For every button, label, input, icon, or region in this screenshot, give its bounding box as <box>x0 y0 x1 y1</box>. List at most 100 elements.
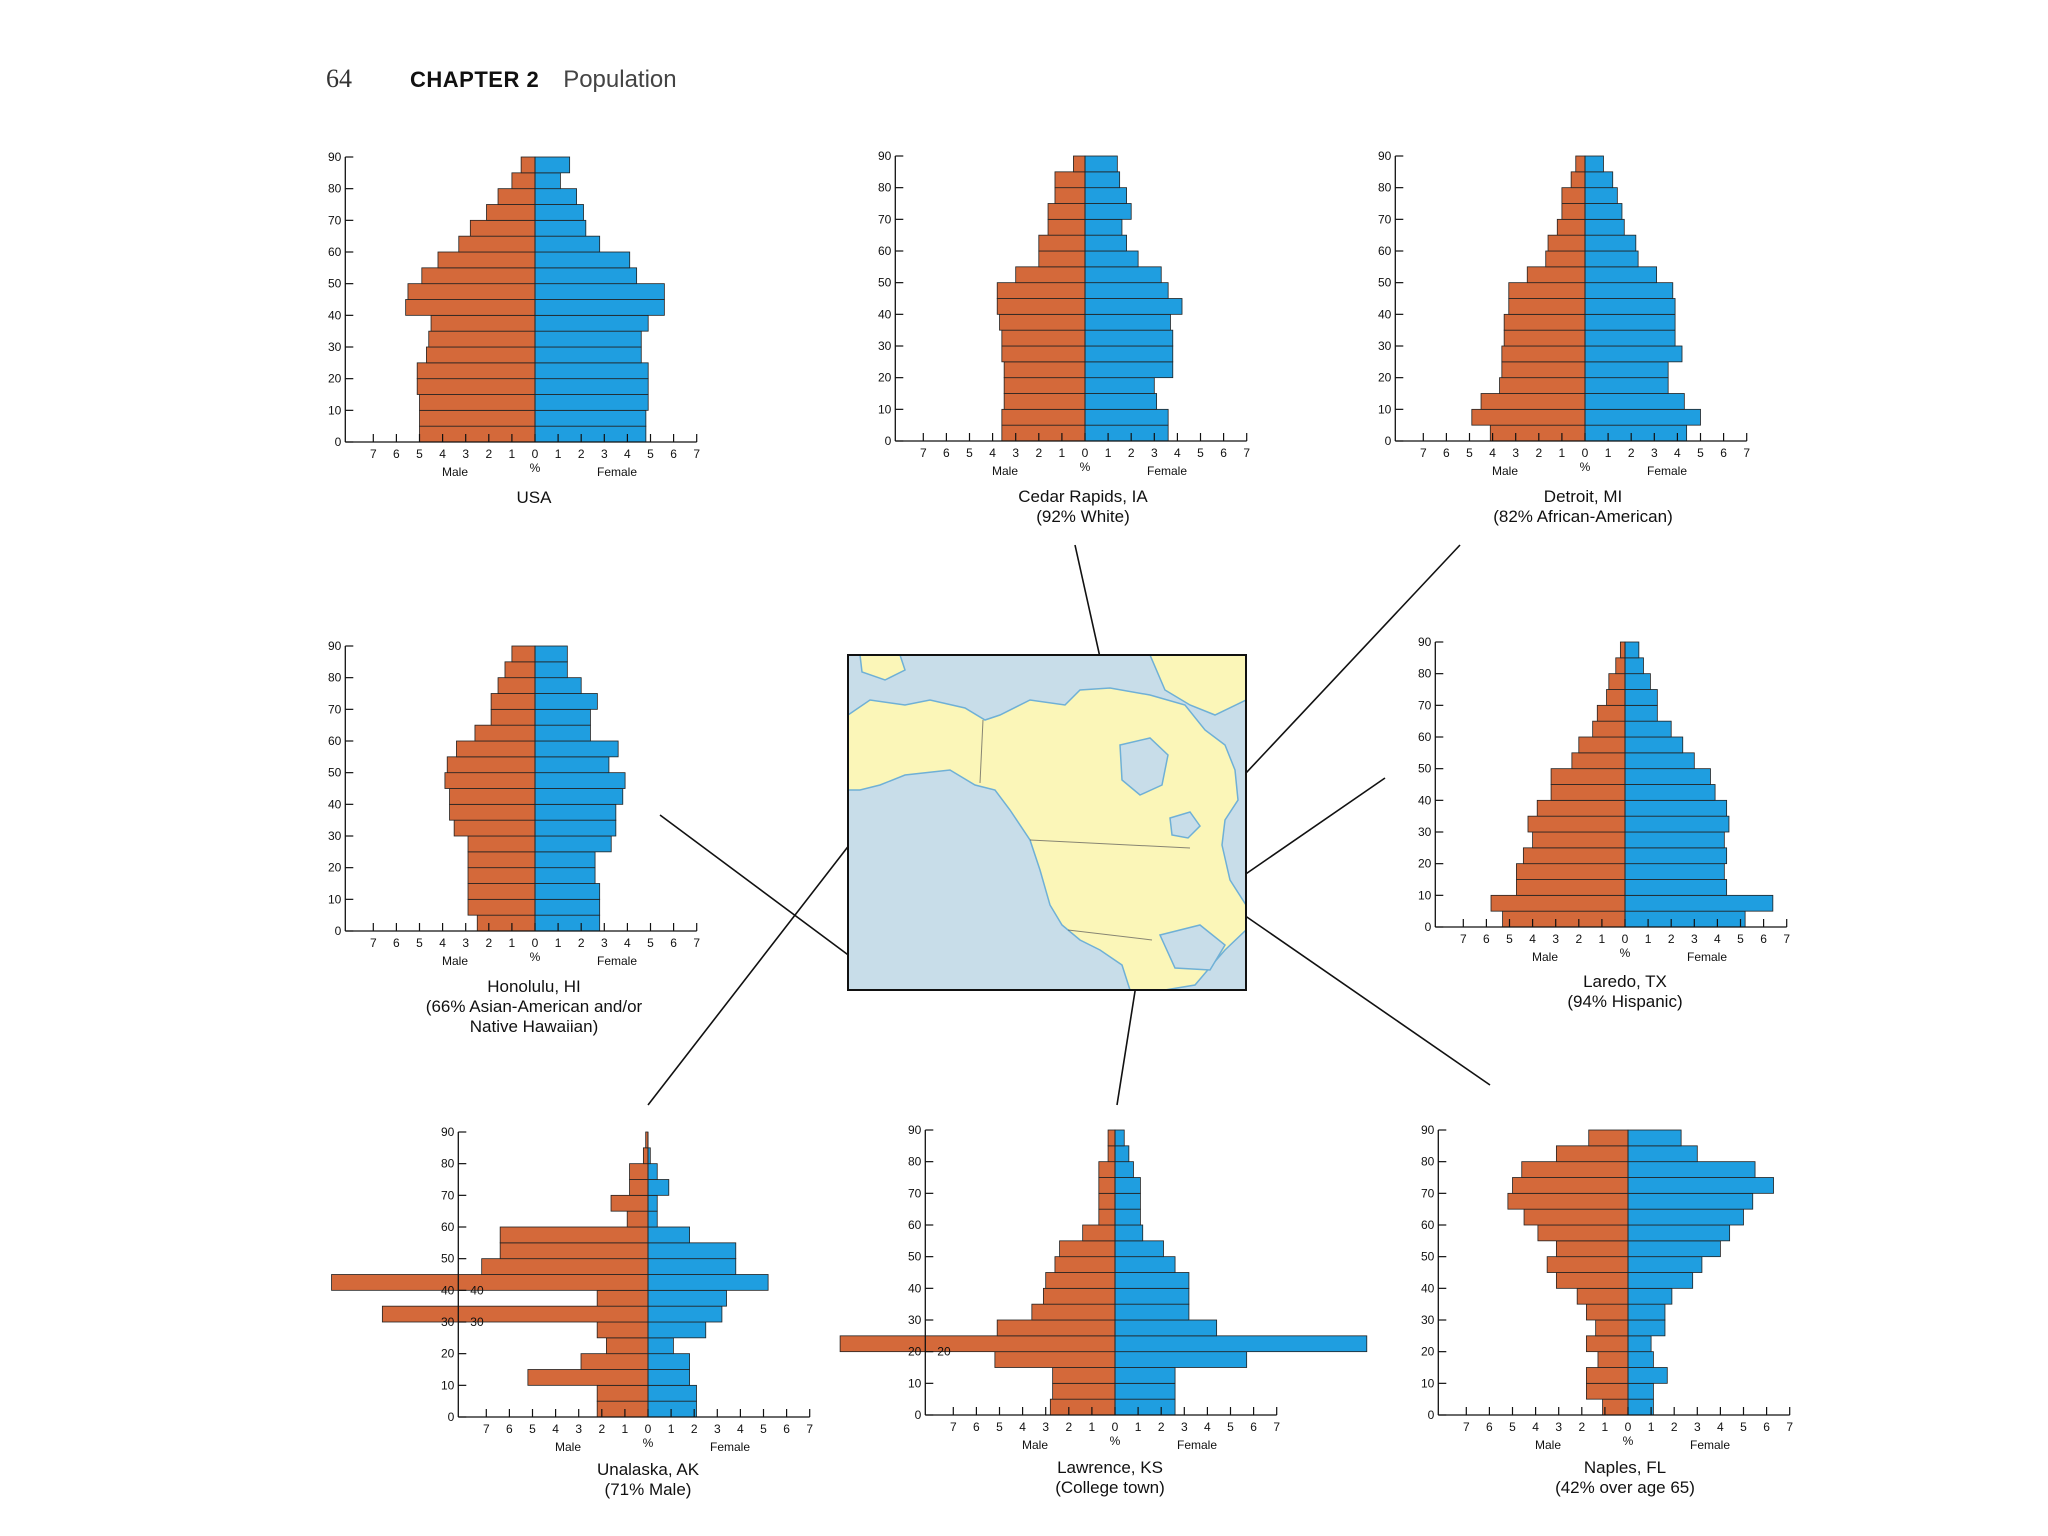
male-bar-honolulu-40 <box>449 788 536 805</box>
x-tick-label-cedar-0: 7 <box>920 446 927 460</box>
female-bar-laredo-10 <box>1624 879 1728 896</box>
x-tick-label-cedar-11: 4 <box>1174 446 1181 460</box>
male-bar-laredo-35 <box>1536 799 1626 817</box>
female-bar-lawrence-10 <box>1114 1367 1176 1384</box>
female-bar-laredo-5 <box>1624 894 1774 912</box>
x-tick-label-usa-6: 1 <box>509 447 516 461</box>
x-tick-label-honolulu-6: 1 <box>509 936 516 950</box>
male-bar-usa-15 <box>416 378 536 395</box>
male-bar-lawrence-30 <box>1031 1303 1116 1321</box>
y-tick-label-naples-20: 20 <box>1421 1345 1435 1359</box>
x-tick-label-usa-4: 3 <box>462 447 469 461</box>
female-bar-cedar-70 <box>1084 203 1132 220</box>
unit-label-honolulu: % <box>530 950 541 964</box>
x-tick-label-detroit-13: 6 <box>1720 446 1727 460</box>
y-tick-label-laredo-0: 0 <box>1425 920 1432 934</box>
female-bar-lawrence-80 <box>1114 1145 1130 1163</box>
male-bar-detroit-35 <box>1503 313 1586 331</box>
male-bar-honolulu-35 <box>449 803 536 821</box>
female-bar-unalaska-40 <box>647 1274 769 1291</box>
male-bar-detroit-55 <box>1545 250 1586 268</box>
x-tick-label-cedar-4: 3 <box>1012 446 1019 460</box>
caption-cedar: Cedar Rapids, IA (92% White) <box>883 487 1283 527</box>
y-tick-label-unalaska-70: 70 <box>441 1188 455 1202</box>
y-tick-label-lawrence-20: 20 <box>908 1345 922 1359</box>
chart-subtitle-unalaska: (71% Male) <box>604 1480 692 1499</box>
female-bar-laredo-60 <box>1624 720 1672 738</box>
female-bar-usa-80 <box>534 172 561 190</box>
male-bar-unalaska-75 <box>629 1163 649 1180</box>
north-america-map <box>847 654 1247 991</box>
female-bar-honolulu-65 <box>534 708 591 726</box>
female-bar-detroit-25 <box>1584 345 1683 363</box>
female-bar-laredo-45 <box>1624 768 1711 785</box>
male-bar-usa-75 <box>497 188 536 205</box>
male-bar-honolulu-65 <box>490 708 536 726</box>
female-bar-unalaska-5 <box>647 1384 697 1402</box>
page-header: 64 CHAPTER 2 Population <box>326 64 677 94</box>
female-bar-honolulu-30 <box>534 819 617 837</box>
female-bar-cedar-65 <box>1084 218 1123 236</box>
female-bar-cedar-85 <box>1084 155 1118 173</box>
map-frame <box>847 654 1247 991</box>
male-label-unalaska: Male <box>555 1440 581 1454</box>
x-tick-label-cedar-9: 2 <box>1128 446 1135 460</box>
x-tick-label-laredo-0: 7 <box>1460 932 1467 946</box>
x-tick-label-laredo-11: 4 <box>1714 932 1721 946</box>
male-bar-honolulu-80 <box>504 661 536 679</box>
map-land-greenland <box>1149 655 1246 716</box>
male-label-naples: Male <box>1535 1438 1561 1452</box>
female-bar-cedar-60 <box>1084 234 1127 252</box>
x-tick-label-honolulu-4: 3 <box>462 936 469 950</box>
female-bar-lawrence-60 <box>1114 1208 1141 1226</box>
female-bar-naples-40 <box>1627 1272 1694 1289</box>
female-bar-detroit-40 <box>1584 298 1676 315</box>
x-tick-label-lawrence-10: 3 <box>1181 1420 1188 1434</box>
male-bar-unalaska-15 <box>580 1353 649 1370</box>
female-bar-unalaska-70 <box>647 1179 670 1196</box>
female-label-laredo: Female <box>1687 950 1727 964</box>
male-bar-usa-25 <box>426 346 536 364</box>
female-bar-usa-5 <box>534 409 647 427</box>
x-tick-label-naples-4: 3 <box>1555 1420 1562 1434</box>
female-bar-lawrence-15 <box>1114 1351 1248 1368</box>
y-tick-label-cedar-50: 50 <box>878 276 892 290</box>
y-tick-label-lawrence-50: 50 <box>908 1250 922 1264</box>
male-label-usa: Male <box>442 465 468 479</box>
female-bar-detroit-75 <box>1584 187 1618 204</box>
female-bar-naples-60 <box>1627 1208 1744 1226</box>
chart-title-detroit: Detroit, MI <box>1543 487 1623 506</box>
male-bar-detroit-60 <box>1547 234 1586 252</box>
unit-label-lawrence: % <box>1110 1434 1121 1448</box>
female-bar-naples-20 <box>1627 1335 1652 1353</box>
male-bar-laredo-10 <box>1516 879 1626 896</box>
x-tick-label-laredo-9: 2 <box>1668 932 1675 946</box>
male-bar-naples-15 <box>1597 1351 1629 1368</box>
y-tick-label-honolulu-30: 30 <box>328 829 342 843</box>
y-tick-label-cedar-80: 80 <box>878 181 892 195</box>
alaska-border <box>979 719 984 784</box>
male-bar-cedar-0 <box>1001 424 1086 442</box>
male-bar-cedar-40 <box>996 298 1086 315</box>
male-bar-laredo-60 <box>1592 720 1626 738</box>
y-tick-label-laredo-30: 30 <box>1418 825 1432 839</box>
female-bar-unalaska-30 <box>647 1305 723 1323</box>
x-tick-label-naples-2: 5 <box>1509 1420 1516 1434</box>
male-bar-detroit-85 <box>1575 155 1586 173</box>
female-bar-cedar-35 <box>1084 313 1171 331</box>
y-tick-label-usa-60: 60 <box>328 245 342 259</box>
male-bar-detroit-25 <box>1501 345 1586 363</box>
female-bar-honolulu-5 <box>534 898 601 916</box>
male-bar-naples-45 <box>1546 1256 1629 1273</box>
chart-subtitle-laredo: (94% Hispanic) <box>1567 992 1683 1011</box>
female-bar-detroit-45 <box>1584 282 1674 299</box>
map-land-hudson-bay <box>1119 737 1169 796</box>
male-bar-lawrence-10 <box>1052 1367 1116 1384</box>
female-bar-detroit-60 <box>1584 234 1637 252</box>
male-bar-laredo-40 <box>1550 784 1626 801</box>
x-tick-label-unalaska-4: 3 <box>575 1422 582 1436</box>
male-bar-laredo-25 <box>1532 831 1626 849</box>
female-bar-laredo-75 <box>1624 673 1651 690</box>
female-bar-naples-85 <box>1627 1129 1682 1147</box>
